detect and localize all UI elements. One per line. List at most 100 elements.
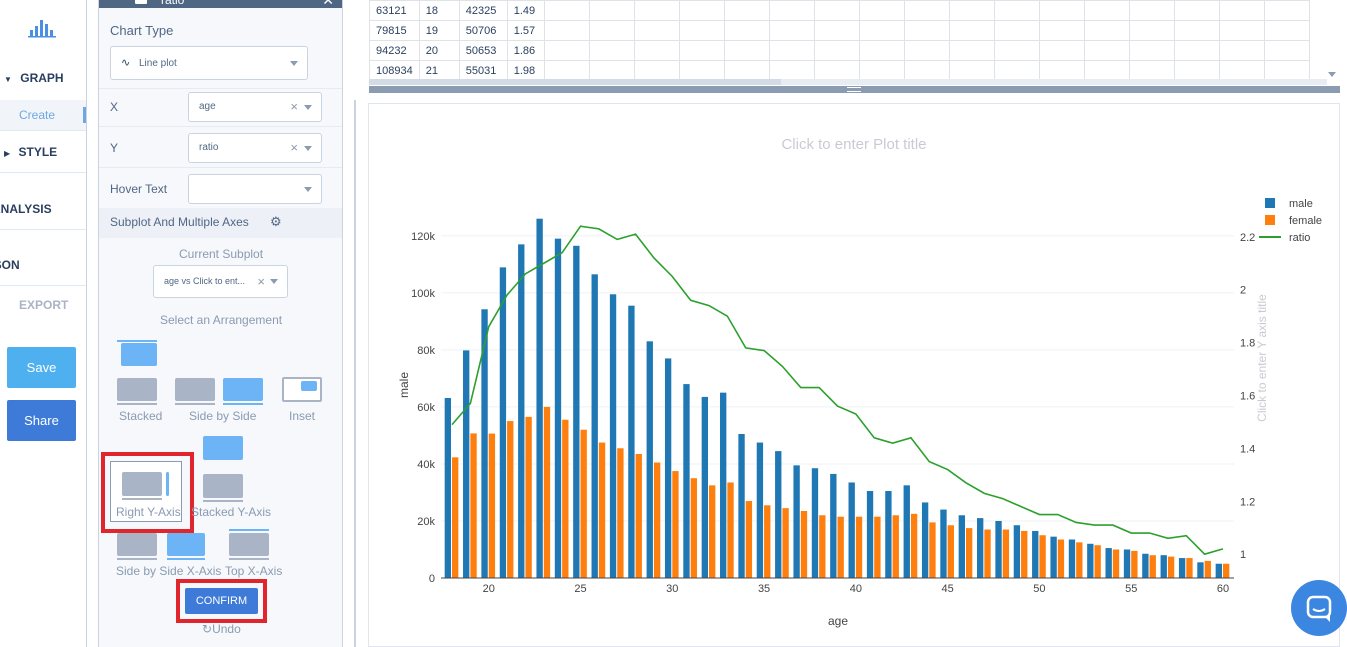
- empty-cell[interactable]: [813, 60, 860, 81]
- empty-cell[interactable]: [1218, 60, 1265, 81]
- empty-cell[interactable]: [543, 0, 590, 21]
- clear-icon[interactable]: ×: [290, 140, 298, 155]
- empty-cell[interactable]: [858, 20, 905, 41]
- table-cell[interactable]: 20: [418, 40, 460, 61]
- empty-cell[interactable]: [948, 0, 995, 21]
- empty-cell[interactable]: [858, 0, 905, 21]
- empty-cell[interactable]: [768, 60, 815, 81]
- table-cell[interactable]: 1.49: [506, 0, 545, 21]
- empty-cell[interactable]: [1083, 20, 1130, 41]
- table-cell[interactable]: 21: [418, 60, 460, 81]
- table-cell[interactable]: 50706: [458, 20, 508, 41]
- empty-cell[interactable]: [1083, 60, 1130, 81]
- empty-cell[interactable]: [768, 0, 815, 21]
- nav-create[interactable]: Create: [0, 100, 86, 130]
- empty-cell[interactable]: [1038, 60, 1085, 81]
- empty-cell[interactable]: [1128, 60, 1175, 81]
- chart[interactable]: 0 20k 40k 60k 80k 100k 120k 1 1.2 1.4 1.6 1.8 2 2.2 20…: [368, 103, 1340, 647]
- empty-cell[interactable]: [993, 40, 1040, 61]
- empty-cell[interactable]: [1173, 20, 1220, 41]
- save-button[interactable]: Save: [7, 347, 76, 388]
- empty-cell[interactable]: [543, 20, 590, 41]
- empty-cell[interactable]: [1263, 0, 1310, 21]
- confirm-button[interactable]: CONFIRM: [185, 588, 258, 614]
- empty-cell[interactable]: [678, 60, 725, 81]
- table-cell[interactable]: 19: [418, 20, 460, 41]
- empty-cell[interactable]: [1263, 20, 1310, 41]
- y-dropdown[interactable]: ratio ×: [188, 133, 322, 163]
- empty-cell[interactable]: [903, 60, 950, 81]
- empty-cell[interactable]: [633, 20, 680, 41]
- empty-cell[interactable]: [723, 20, 770, 41]
- current-subplot-dropdown[interactable]: age vs Click to ent... ×: [153, 265, 288, 298]
- empty-cell[interactable]: [678, 20, 725, 41]
- table-cell[interactable]: 94232: [369, 40, 420, 61]
- clear-icon[interactable]: ×: [290, 99, 298, 114]
- empty-cell[interactable]: [993, 60, 1040, 81]
- scroll-down-icon[interactable]: [1328, 72, 1336, 77]
- empty-cell[interactable]: [993, 20, 1040, 41]
- table-cell[interactable]: 1.86: [506, 40, 545, 61]
- nav-graph[interactable]: ▼ GRAPH: [4, 71, 64, 85]
- empty-cell[interactable]: [858, 40, 905, 61]
- grip-icon[interactable]: [847, 87, 861, 92]
- empty-cell[interactable]: [1173, 60, 1220, 81]
- empty-cell[interactable]: [903, 20, 950, 41]
- empty-cell[interactable]: [903, 0, 950, 21]
- empty-cell[interactable]: [813, 40, 860, 61]
- empty-cell[interactable]: [1128, 20, 1175, 41]
- empty-cell[interactable]: [768, 20, 815, 41]
- empty-cell[interactable]: [948, 20, 995, 41]
- share-button[interactable]: Share: [7, 400, 76, 441]
- empty-cell[interactable]: [723, 60, 770, 81]
- empty-cell[interactable]: [1218, 20, 1265, 41]
- empty-cell[interactable]: [1038, 20, 1085, 41]
- empty-cell[interactable]: [543, 40, 590, 61]
- table-cell[interactable]: 1.57: [506, 20, 545, 41]
- table-cell[interactable]: 63121: [369, 0, 420, 21]
- empty-cell[interactable]: [1128, 40, 1175, 61]
- gear-icon[interactable]: ⚙: [270, 214, 282, 229]
- nav-export[interactable]: EXPORT: [19, 298, 69, 312]
- empty-cell[interactable]: [723, 40, 770, 61]
- empty-cell[interactable]: [1038, 0, 1085, 21]
- empty-cell[interactable]: [1173, 40, 1220, 61]
- empty-cell[interactable]: [588, 40, 635, 61]
- nav-json[interactable]: JSON: [0, 258, 20, 272]
- empty-cell[interactable]: [903, 40, 950, 61]
- empty-cell[interactable]: [588, 60, 635, 81]
- vertical-splitter[interactable]: [354, 100, 356, 647]
- empty-cell[interactable]: [1218, 40, 1265, 61]
- empty-cell[interactable]: [1263, 60, 1310, 81]
- empty-cell[interactable]: [588, 0, 635, 21]
- clear-icon[interactable]: ×: [257, 274, 265, 289]
- empty-cell[interactable]: [813, 20, 860, 41]
- table-cell[interactable]: 50653: [458, 40, 508, 61]
- arrangement-right-y-axis[interactable]: Right Y-Axis: [110, 461, 182, 522]
- table-cell[interactable]: 42325: [458, 0, 508, 21]
- table-cell[interactable]: 108934: [369, 60, 420, 81]
- horizontal-scrollbar[interactable]: [369, 79, 1327, 85]
- empty-cell[interactable]: [1038, 40, 1085, 61]
- undo-button[interactable]: ↻Undo: [202, 622, 241, 636]
- table-cell[interactable]: 1.98: [506, 60, 545, 81]
- table-cell[interactable]: 18: [418, 0, 460, 21]
- hover-text-dropdown[interactable]: [188, 174, 322, 204]
- empty-cell[interactable]: [1218, 0, 1265, 21]
- trace-header[interactable]: ratio ✕: [99, 0, 342, 8]
- empty-cell[interactable]: [948, 60, 995, 81]
- empty-cell[interactable]: [1128, 0, 1175, 21]
- nav-style[interactable]: ▶ STYLE: [4, 145, 58, 159]
- empty-cell[interactable]: [1083, 0, 1130, 21]
- empty-cell[interactable]: [543, 60, 590, 81]
- empty-cell[interactable]: [1173, 0, 1220, 21]
- x-dropdown[interactable]: age ×: [188, 92, 322, 122]
- table-cell[interactable]: 55031: [458, 60, 508, 81]
- chat-button[interactable]: [1291, 580, 1347, 636]
- empty-cell[interactable]: [858, 60, 905, 81]
- empty-cell[interactable]: [948, 40, 995, 61]
- empty-cell[interactable]: [678, 0, 725, 21]
- table-cell[interactable]: 79815: [369, 20, 420, 41]
- horizontal-splitter[interactable]: [369, 86, 1340, 93]
- empty-cell[interactable]: [993, 0, 1040, 21]
